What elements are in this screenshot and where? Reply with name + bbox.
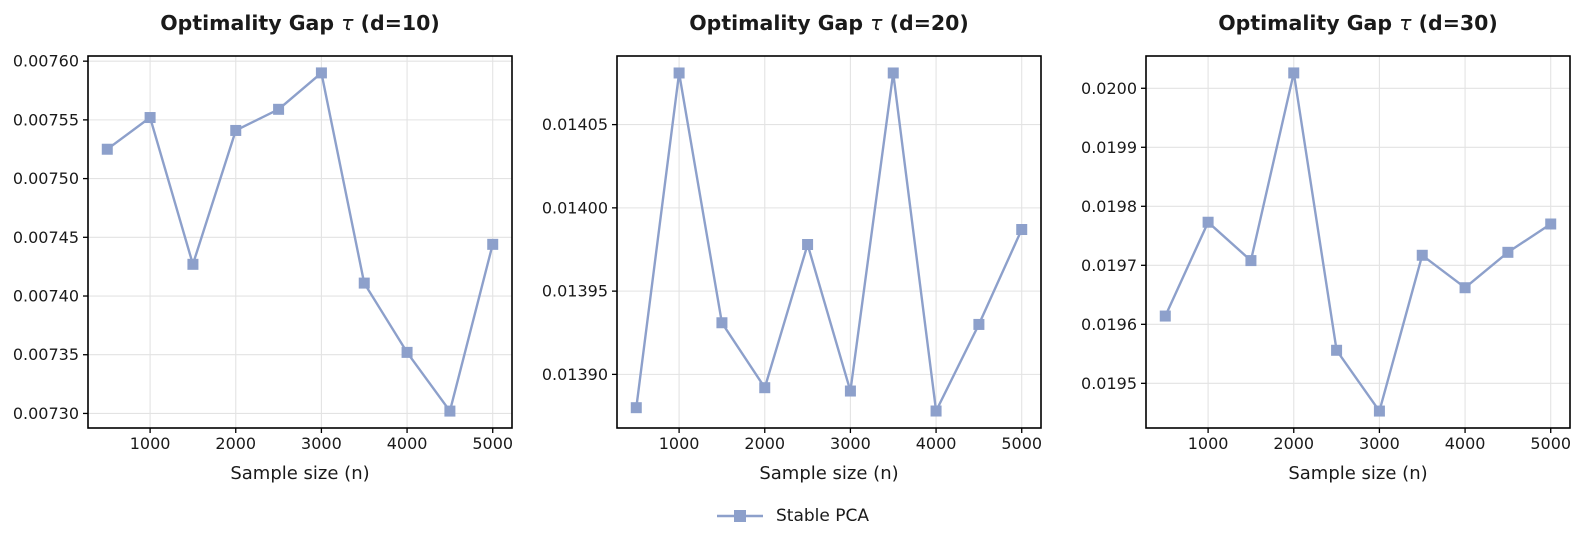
data-point-marker (673, 67, 685, 79)
data-point-marker (1502, 246, 1514, 258)
y-tick-label: 0.01405 (542, 115, 608, 134)
x-tick-label: 4000 (1444, 434, 1485, 453)
y-tick-label: 0.00745 (13, 228, 79, 247)
chart-panel-d20: 1000 2000 3000 4000 5000 0.01390 0.01395 0.0140… (529, 0, 1058, 492)
series-line-stable-pca (106, 71, 495, 413)
data-point-marker (1373, 405, 1385, 417)
figure-legend: Stable PCA (0, 492, 1586, 540)
y-tick-label: 0.00740 (13, 287, 79, 306)
x-axis-label: Sample size (n) (1288, 463, 1427, 484)
series-line-stable-pca (1163, 71, 1552, 413)
x-tick-label: 5000 (473, 434, 514, 453)
data-point-marker (1459, 282, 1471, 294)
chart-svg-d30: 1000 2000 3000 4000 5000 0.0195 0.0196 0.0197 0.… (1081, 11, 1571, 484)
data-point-marker (1416, 249, 1428, 261)
charts-row: 1000 2000 3000 4000 5000 0.00730 0.00735 0.0074… (0, 0, 1586, 492)
data-point-marker (1245, 255, 1257, 267)
y-tick-label: 0.0197 (1081, 256, 1137, 275)
x-tick-label: 1000 (1187, 434, 1228, 453)
y-tick-label: 0.00735 (13, 345, 79, 364)
y-tick-label: 0.0199 (1081, 138, 1137, 157)
x-tick-label: 5000 (1530, 434, 1571, 453)
data-point-marker (230, 124, 242, 136)
legend-line-marker-icon (716, 510, 763, 522)
x-tick-label: 1000 (659, 434, 700, 453)
x-axis-label: Sample size (n) (759, 463, 898, 484)
x-tick-label: 4000 (916, 434, 957, 453)
data-point-marker (102, 143, 114, 155)
chart-svg-d10: 1000 2000 3000 4000 5000 0.00730 0.00735 0.0074… (13, 11, 514, 484)
data-point-marker (1287, 67, 1299, 79)
x-axis-label: Sample size (n) (231, 463, 370, 484)
data-point-marker (1159, 310, 1171, 322)
y-tick-label: 0.00750 (13, 169, 79, 188)
data-point-marker (316, 67, 328, 79)
legend-series-square-marker (733, 510, 746, 522)
data-point-marker (1016, 224, 1028, 236)
y-tick-label: 0.00760 (13, 52, 79, 71)
data-point-marker (187, 258, 199, 270)
x-tick-label: 4000 (387, 434, 428, 453)
data-point-marker (1330, 344, 1342, 356)
y-tick-label: 0.0198 (1081, 197, 1137, 216)
data-point-marker (802, 238, 814, 250)
data-point-marker (930, 405, 942, 417)
data-point-marker (973, 318, 985, 330)
data-point-marker (444, 405, 456, 417)
x-tick-label: 3000 (1359, 434, 1400, 453)
x-tick-label: 1000 (130, 434, 171, 453)
y-tick-label: 0.0196 (1081, 315, 1137, 334)
data-point-marker (401, 346, 413, 358)
x-tick-label: 5000 (1001, 434, 1042, 453)
y-tick-label: 0.01390 (542, 365, 608, 384)
chart-title: Optimality Gap τ (d=10) (161, 11, 441, 35)
plot-border (87, 55, 514, 429)
data-point-marker (487, 238, 499, 250)
data-point-marker (844, 385, 856, 397)
data-point-marker (1544, 218, 1556, 230)
x-tick-label: 2000 (744, 434, 785, 453)
data-point-marker (273, 103, 285, 115)
y-tick-label: 0.0200 (1081, 79, 1137, 98)
y-tick-label: 0.00755 (13, 110, 79, 129)
y-tick-label: 0.01400 (542, 198, 608, 217)
data-point-marker (144, 112, 156, 124)
plot-border (1144, 55, 1571, 429)
x-tick-label: 2000 (1273, 434, 1314, 453)
chart-title: Optimality Gap τ (d=30) (1218, 11, 1498, 35)
chart-title: Optimality Gap τ (d=20) (689, 11, 969, 35)
y-tick-label: 0.00730 (13, 404, 79, 423)
data-point-marker (887, 67, 899, 79)
chart-panel-d10: 1000 2000 3000 4000 5000 0.00730 0.00735 0.0074… (0, 0, 529, 492)
chart-panel-d30: 1000 2000 3000 4000 5000 0.0195 0.0196 0.0197 0.… (1057, 0, 1586, 492)
y-tick-label: 0.01395 (542, 282, 608, 301)
data-point-marker (759, 382, 771, 394)
series-line-stable-pca (635, 71, 1023, 413)
data-point-marker (630, 402, 642, 414)
data-point-marker (1202, 216, 1214, 228)
x-tick-label: 3000 (830, 434, 871, 453)
x-tick-label: 3000 (301, 434, 342, 453)
legend-label: Stable PCA (775, 506, 869, 526)
data-point-marker (716, 317, 728, 329)
data-point-marker (359, 277, 371, 289)
plot-border (616, 55, 1042, 429)
y-tick-label: 0.0195 (1081, 374, 1137, 393)
x-tick-label: 2000 (216, 434, 257, 453)
chart-svg-d20: 1000 2000 3000 4000 5000 0.01390 0.01395 0.0140… (542, 11, 1042, 484)
